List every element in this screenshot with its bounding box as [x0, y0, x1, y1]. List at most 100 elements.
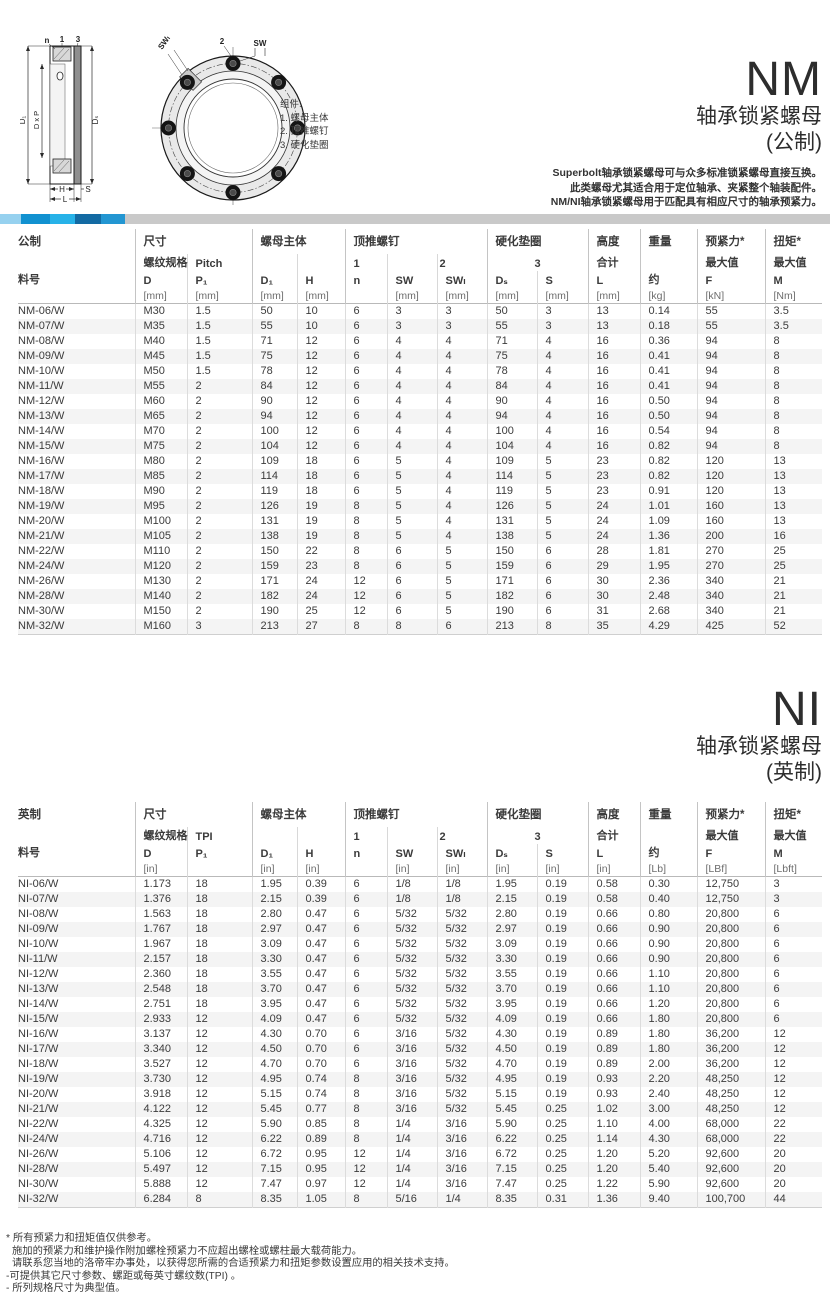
sub-pitch: Pitch	[186, 254, 252, 271]
value-cell: 4.00	[639, 1117, 698, 1132]
value-cell: 200	[696, 529, 766, 544]
value-cell: 13	[764, 484, 823, 499]
dim-dxp-label: D x P	[32, 111, 41, 129]
value-cell: 12,750	[696, 892, 766, 907]
value-cell: 0.40	[639, 892, 698, 907]
value-cell: 1.05	[296, 1192, 345, 1208]
value-cell: 1/4	[436, 1192, 488, 1208]
part-number-cell: NM-15/W	[18, 440, 65, 452]
col-d: D	[134, 271, 187, 288]
value-cell: 8	[344, 1072, 387, 1087]
value-cell: 94	[696, 364, 766, 379]
corner-label: 英制	[18, 809, 41, 821]
value-cell: 16	[587, 409, 641, 424]
part-number-cell: NI-13/W	[18, 983, 59, 995]
value-cell: 5/32	[386, 952, 437, 967]
col-part-number: 料号	[18, 847, 40, 859]
value-cell: 4	[386, 394, 437, 409]
value-cell: 104	[486, 439, 538, 454]
value-cell: 0.47	[296, 952, 345, 967]
value-cell: 18	[296, 454, 345, 469]
value-cell: 2.933	[134, 1012, 187, 1027]
value-cell: 0.18	[639, 319, 698, 334]
value-cell: M65	[134, 409, 187, 424]
sub-total: 合计	[587, 827, 641, 844]
sub-callout-2: 2	[436, 827, 488, 844]
table-row: NI-28/W 5.497 12 7.15 0.95 12 1/4 3/16 7.15 0.25 1…	[18, 1162, 823, 1177]
group-nut-body: 螺母主体	[251, 229, 345, 254]
table-row: NM-19/W M95 2 126 19 8 5 4 126 5 24 1.01 160 13	[18, 499, 823, 514]
value-cell: 3/16	[436, 1132, 488, 1147]
sub-callout-1: 1	[344, 254, 387, 271]
value-cell: 19	[296, 529, 345, 544]
group-size: 尺寸	[134, 802, 252, 827]
value-cell: 8	[344, 514, 387, 529]
value-cell: M75	[134, 439, 187, 454]
value-cell: 5/32	[386, 982, 437, 997]
value-cell: 1.5	[186, 334, 252, 349]
value-cell: 0.47	[296, 937, 345, 952]
value-cell: 5	[436, 574, 488, 589]
value-cell: 3.55	[251, 967, 297, 982]
ni-title: NI	[772, 683, 822, 736]
value-cell: 6	[344, 967, 387, 982]
value-cell: 3/16	[386, 1042, 437, 1057]
value-cell: 190	[486, 604, 538, 619]
value-cell: 10	[296, 303, 345, 319]
nm-subtitle-line2: (公制)	[766, 131, 822, 154]
nm-desc-line: Superbolt轴承锁紧螺母可与众多标准锁紧螺母直接互换。	[552, 167, 823, 179]
nm-table-body: NM-06/W M30 1.5 50 10 6 3 3 50 3 13 0.14 55 3.5 NM-07/…	[18, 303, 823, 635]
value-cell: 5.90	[251, 1117, 297, 1132]
value-cell: 4.50	[251, 1042, 297, 1057]
value-cell: 0.19	[536, 876, 589, 892]
value-cell: 0.47	[296, 1012, 345, 1027]
value-cell: 5/32	[436, 922, 488, 937]
value-cell: 22	[764, 1132, 823, 1147]
value-cell: 24	[296, 589, 345, 604]
value-cell: 8	[344, 1132, 387, 1147]
table-row: NM-28/W M140 2 182 24 12 6 5 182 6 30 2.48 340 21	[18, 589, 823, 604]
value-cell: 8	[764, 439, 823, 454]
part-number-cell: NM-28/W	[18, 590, 65, 602]
value-cell: 18	[296, 469, 345, 484]
value-cell: 3/16	[386, 1072, 437, 1087]
unit-swl: [mm]	[436, 288, 488, 304]
value-cell: 16	[587, 334, 641, 349]
value-cell: 16	[587, 394, 641, 409]
value-cell: 68,000	[696, 1117, 766, 1132]
value-cell: 3	[436, 303, 488, 319]
value-cell: 12	[764, 1102, 823, 1117]
value-cell: 0.39	[296, 892, 345, 907]
value-cell: 4	[436, 529, 488, 544]
value-cell: 12	[344, 604, 387, 619]
value-cell: 18	[186, 922, 252, 937]
value-cell: 5/32	[436, 1042, 488, 1057]
value-cell: 6	[344, 982, 387, 997]
value-cell: 8	[344, 1192, 387, 1208]
value-cell: M110	[134, 544, 187, 559]
group-torque: 扭矩*	[764, 229, 823, 254]
value-cell: 3.730	[134, 1072, 187, 1087]
table-row: NM-16/W M80 2 109 18 6 5 4 109 5 23 0.82 120 13	[18, 454, 823, 469]
value-cell: 21	[764, 574, 823, 589]
value-cell: 0.19	[536, 937, 589, 952]
value-cell: 270	[696, 544, 766, 559]
value-cell: 0.66	[587, 1012, 641, 1027]
value-cell: 12	[186, 1087, 252, 1102]
value-cell: 12	[296, 424, 345, 439]
value-cell: 5/32	[436, 967, 488, 982]
value-cell: 0.25	[536, 1102, 589, 1117]
value-cell: 6	[344, 1057, 387, 1072]
part-number-cell: NM-32/W	[18, 620, 65, 632]
value-cell: 114	[251, 469, 297, 484]
value-cell: 0.25	[536, 1117, 589, 1132]
value-cell: 12	[764, 1042, 823, 1057]
value-cell: 12	[186, 1162, 252, 1177]
value-cell: 5/32	[436, 1087, 488, 1102]
value-cell: 1/8	[436, 876, 488, 892]
unit-swl: [in]	[436, 861, 488, 877]
value-cell: 0.74	[296, 1072, 345, 1087]
value-cell: 0.89	[296, 1132, 345, 1147]
value-cell: 1/4	[386, 1147, 437, 1162]
value-cell: 12	[296, 394, 345, 409]
